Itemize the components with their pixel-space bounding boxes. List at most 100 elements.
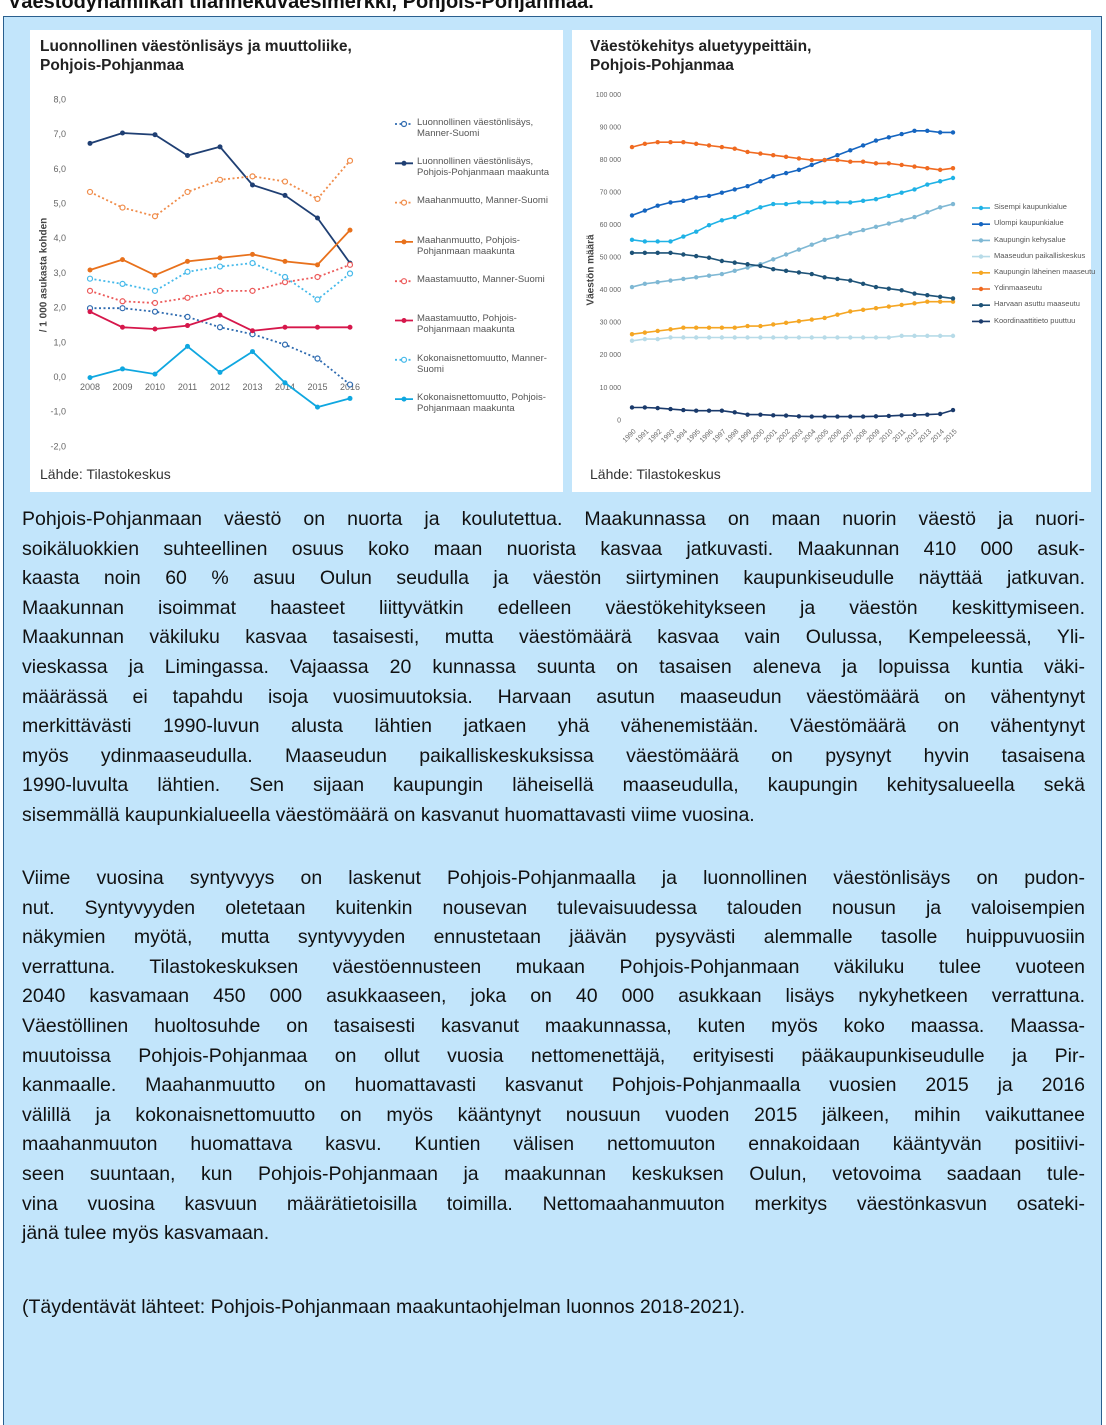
data-point bbox=[860, 143, 866, 148]
text-line: muutoissa Pohjois-Pohjanmaa on ollut vuo… bbox=[22, 1044, 1085, 1067]
data-point bbox=[86, 188, 94, 196]
text-line: Viime vuosina syntyvyys on laskenut Pohj… bbox=[22, 867, 1085, 889]
data-point bbox=[783, 413, 789, 418]
data-point bbox=[758, 205, 763, 210]
data-point bbox=[771, 322, 776, 327]
paragraph: Pohjois-Pohjanmaan väestö on nuorta ja k… bbox=[22, 505, 1085, 831]
data-point bbox=[886, 413, 891, 419]
data-point bbox=[250, 182, 255, 188]
data-point bbox=[796, 335, 802, 340]
data-point bbox=[347, 227, 353, 233]
data-point bbox=[120, 257, 125, 263]
data-point bbox=[681, 335, 686, 340]
data-point bbox=[87, 309, 93, 315]
text-line: Maakunnan isoimmat haasteet liittyvätkin… bbox=[22, 596, 1085, 619]
text-line: Pohjois-Pohjanmaan väestö on nuorta ja k… bbox=[22, 508, 1085, 530]
data-point bbox=[937, 299, 943, 304]
data-point bbox=[899, 131, 904, 137]
data-point bbox=[848, 231, 853, 236]
data-point bbox=[314, 195, 321, 202]
text-line: näkymien myötä, mutta syntyvyyden ennust… bbox=[22, 926, 1085, 949]
legend-label: Ydinmaaseutu bbox=[994, 283, 1042, 293]
data-point bbox=[899, 218, 904, 223]
data-point bbox=[282, 258, 288, 264]
data-point bbox=[771, 413, 776, 418]
legend-label: Maastamuutto, Pohjois-Pohjanmaan maakunt… bbox=[417, 313, 517, 336]
data-point bbox=[758, 323, 763, 329]
data-point bbox=[925, 166, 930, 171]
series-line bbox=[631, 130, 953, 217]
data-point bbox=[216, 324, 224, 331]
data-point bbox=[668, 406, 673, 412]
data-point bbox=[346, 261, 354, 268]
legend-label: Koordinaattitieto puuttuu bbox=[994, 315, 1076, 325]
data-point bbox=[912, 164, 917, 169]
legend-marker bbox=[401, 239, 407, 245]
y-tick-label: 2,0 bbox=[53, 303, 66, 313]
data-point bbox=[860, 281, 866, 286]
data-point bbox=[835, 234, 840, 239]
data-point bbox=[860, 227, 866, 233]
data-point bbox=[655, 405, 660, 411]
legend-label: Kaupungin läheinen maaseutu bbox=[994, 266, 1096, 276]
data-point bbox=[681, 234, 686, 239]
data-point bbox=[249, 173, 256, 180]
data-point bbox=[899, 288, 904, 293]
text-line: määrässä ei tapahdu isoja vuosimuutoksia… bbox=[22, 685, 1085, 708]
data-point bbox=[706, 408, 712, 413]
data-point bbox=[912, 291, 917, 296]
data-point bbox=[655, 139, 660, 145]
legend-label: Ulompi kaupunkialue bbox=[994, 218, 1064, 228]
data-point bbox=[250, 328, 255, 334]
data-point bbox=[925, 128, 930, 134]
data-point bbox=[835, 312, 840, 317]
data-point bbox=[925, 333, 930, 339]
data-point bbox=[629, 250, 635, 256]
x-tick-label: 2012 bbox=[210, 382, 230, 392]
data-point bbox=[216, 263, 224, 270]
data-point bbox=[668, 139, 673, 145]
data-point bbox=[796, 414, 802, 419]
data-point bbox=[796, 247, 802, 252]
data-point bbox=[886, 221, 891, 226]
data-point bbox=[848, 278, 853, 283]
x-tick-label: 2010 bbox=[145, 382, 165, 392]
data-point bbox=[346, 270, 354, 277]
data-point bbox=[745, 412, 750, 417]
data-point bbox=[315, 215, 320, 221]
data-point bbox=[151, 287, 159, 294]
y-tick-label: 7,0 bbox=[53, 129, 66, 139]
x-tick-label: 2013 bbox=[242, 382, 262, 392]
data-point bbox=[950, 201, 956, 207]
data-point bbox=[873, 414, 879, 419]
x-tick-label: 2015 bbox=[307, 382, 327, 392]
data-point bbox=[668, 278, 673, 283]
data-point bbox=[642, 141, 648, 147]
data-point bbox=[771, 153, 776, 158]
data-point bbox=[668, 250, 673, 256]
data-point bbox=[706, 193, 712, 199]
data-point bbox=[937, 333, 943, 339]
text-line: 1990-luvulta lähtien. Sen sijaan kaupung… bbox=[22, 774, 1085, 797]
data-point bbox=[668, 200, 673, 205]
text-line: verrattuna. Tilastokeskuksen väestöennus… bbox=[22, 955, 1085, 978]
page-title: Väestödynamiikan tilannekuvaesimerkki, P… bbox=[8, 0, 594, 13]
legend-marker bbox=[978, 205, 984, 211]
data-point bbox=[848, 309, 853, 314]
chart-background bbox=[572, 30, 1091, 492]
data-point bbox=[860, 159, 866, 164]
data-point bbox=[706, 143, 712, 148]
data-point bbox=[783, 335, 789, 340]
y-tick-label: 80 000 bbox=[600, 157, 622, 164]
data-point bbox=[217, 144, 223, 150]
data-point bbox=[860, 198, 866, 203]
data-point bbox=[822, 414, 827, 419]
data-point bbox=[912, 333, 917, 339]
data-point bbox=[668, 239, 673, 244]
data-point bbox=[950, 333, 956, 339]
text-line: Maakunnan väkiluku kasvaa tasaisesti, mu… bbox=[22, 626, 1085, 649]
data-point bbox=[783, 252, 789, 257]
data-point bbox=[184, 313, 191, 320]
data-point bbox=[655, 336, 660, 342]
data-point bbox=[937, 130, 943, 135]
